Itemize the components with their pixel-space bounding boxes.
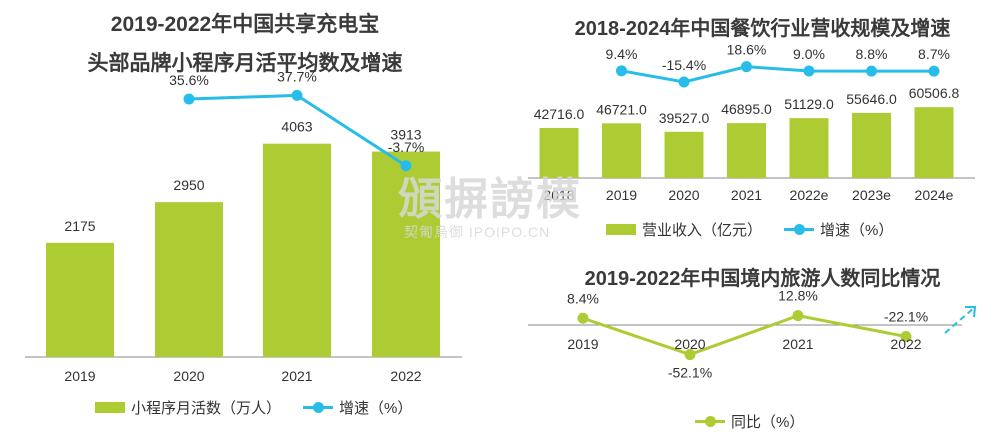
- chart2-bar-label: 55646.0: [846, 91, 897, 107]
- chart2-bar: [664, 131, 704, 178]
- chart3-yoy-label: 8.4%: [567, 290, 599, 306]
- chart3-yoy-label: -22.1%: [884, 309, 928, 325]
- chart3-yoy-line: [582, 314, 907, 357]
- chart1-bar-label: 2950: [173, 177, 204, 193]
- chart2-x-tick: 2023e: [852, 187, 891, 203]
- chart3-title: 2019-2022年中国境内旅游人数同比情况: [584, 268, 941, 290]
- chart3-x-tick: 2019: [567, 336, 598, 352]
- legend-line-swatch: [784, 224, 815, 235]
- chart2-bar-label: 46721.0: [596, 101, 647, 117]
- chart1-growth-point: [183, 93, 195, 105]
- chart2-growth-label: 8.7%: [918, 46, 950, 62]
- chart2-legend-line-label: 增速（%）: [820, 222, 894, 239]
- chart1-bar: [155, 202, 223, 357]
- chart1-growth-label: 37.7%: [277, 68, 317, 84]
- chart2-x-tick: 2018: [543, 187, 574, 203]
- chart3-yoy-point: [577, 312, 589, 324]
- chart2-legend-bar-label: 营业收入（亿元）: [642, 222, 763, 239]
- chart2-growth-point: [616, 65, 627, 77]
- chart2-growth-label: -15.4%: [662, 57, 706, 73]
- chart1-x-tick: 2020: [173, 368, 204, 384]
- chart2-bar-label: 39527.0: [659, 110, 710, 126]
- chart3-legend: 同比（%）: [695, 411, 804, 432]
- chart2-growth-point: [678, 76, 690, 88]
- chart2-x-tick: 2022e: [790, 187, 829, 203]
- chart2-x-tick: 2024e: [915, 187, 954, 203]
- chart3-yoy-label: 12.8%: [778, 288, 818, 304]
- chart1-bar: [46, 242, 114, 357]
- chart1-x-tick: 2019: [64, 368, 95, 384]
- chart1-bar: [372, 151, 440, 357]
- chart2-growth-label: 9.0%: [793, 46, 825, 62]
- chart3-x-tick: 2022: [890, 336, 921, 352]
- chart2-legend-bar: 营业收入（亿元）: [606, 219, 762, 240]
- chart3-legend-line-label: 同比（%）: [731, 414, 805, 431]
- chart1-legend-bar: 小程序月活数（万人）: [95, 397, 281, 418]
- chart2-growth-point: [803, 65, 815, 77]
- chart2-bar: [914, 107, 954, 178]
- chart1-growth-point: [291, 89, 303, 101]
- chart2-x-tick: 2020: [668, 187, 699, 203]
- chart1-growth-label: 35.6%: [169, 72, 209, 88]
- chart2-growth-label: 18.6%: [727, 42, 767, 58]
- chart1-x-tick: 2021: [281, 368, 312, 384]
- chart2-bar-label: 60506.8: [909, 85, 960, 101]
- legend-line-swatch: [303, 402, 334, 413]
- legend-line-swatch: [695, 416, 725, 427]
- chart2-bar-label: 46895.0: [721, 101, 772, 117]
- chart3-trend-arrow-head: [965, 306, 977, 318]
- chart3-yoy-label: -52.1%: [668, 365, 712, 381]
- chart1-bar-label: 3913: [390, 127, 421, 143]
- chart1-growth-point: [400, 160, 412, 172]
- chart1-legend: 小程序月活数（万人） 增速（%）: [95, 397, 412, 418]
- chart2-bar-label: 42716.0: [534, 106, 585, 122]
- chart1-x-tick: 2022: [390, 368, 421, 384]
- chart3-yoy-point: [900, 331, 912, 343]
- chart1-legend-line-label: 增速（%）: [339, 400, 413, 417]
- chart2-title: 2018-2024年中国餐饮行业营收规模及增速: [574, 18, 951, 40]
- chart2-growth-label: 8.8%: [856, 46, 888, 62]
- chart2-bar: [789, 118, 829, 178]
- chart3-yoy-point: [684, 349, 696, 361]
- chart2-legend-line: 增速（%）: [784, 219, 893, 240]
- chart2-legend: 营业收入（亿元） 增速（%）: [606, 219, 893, 240]
- chart1-legend-bar-label: 小程序月活数（万人）: [131, 400, 282, 417]
- chart2-growth-line: [621, 65, 935, 84]
- chart2-bar: [727, 123, 766, 178]
- chart2-growth-point: [866, 65, 877, 77]
- chart3-trend-arrow-line: [944, 306, 976, 334]
- chart1-growth-label: -3.7%: [388, 139, 425, 155]
- chart2-growth-point: [741, 61, 752, 73]
- chart2-growth-point: [928, 65, 940, 77]
- chart2-x-tick: 2019: [606, 187, 637, 203]
- chart2-bar: [539, 128, 579, 178]
- chart3-legend-line: 同比（%）: [695, 411, 804, 432]
- chart2-growth-label: 9.4%: [606, 46, 638, 62]
- chart2-bar: [602, 123, 641, 178]
- chart1-title-line2: 头部品牌小程序月活平均数及增速: [87, 52, 403, 75]
- chart3-x-tick: 2021: [782, 336, 813, 352]
- chart1-legend-line: 增速（%）: [303, 397, 412, 418]
- chart2-bar-label: 51129.0: [784, 96, 834, 112]
- chart2-x-tick: 2021: [731, 187, 762, 203]
- legend-bar-swatch: [606, 224, 636, 235]
- chart1-bar-label: 2175: [64, 218, 95, 234]
- chart3-yoy-point: [792, 310, 804, 322]
- chart1-bar-label: 4063: [281, 119, 312, 135]
- chart2-bar: [852, 112, 891, 178]
- chart1-title-line1: 2019-2022年中国共享充电宝: [110, 13, 380, 36]
- legend-bar-swatch: [95, 402, 125, 413]
- chart3-x-tick: 2020: [674, 336, 705, 352]
- chart1-bar: [263, 143, 331, 357]
